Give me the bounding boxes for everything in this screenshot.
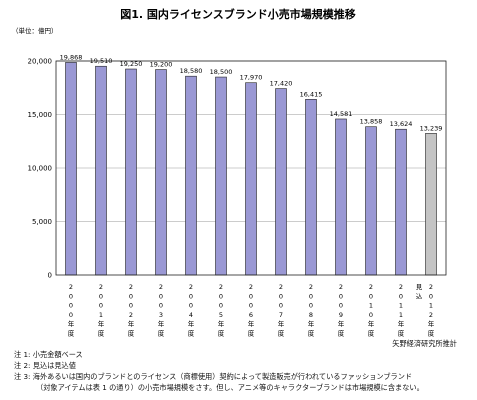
data-label: 19,200 bbox=[150, 61, 173, 69]
x-tick-label: 2 0 1 1 年度 bbox=[398, 283, 405, 338]
x-tick-label: 2 0 0 3 年度 bbox=[158, 283, 165, 338]
data-label: 19,868 bbox=[60, 53, 83, 61]
bar bbox=[155, 69, 167, 276]
x-tick-label: 2 0 0 6 年度 bbox=[248, 283, 255, 338]
bar bbox=[245, 82, 257, 276]
bar bbox=[65, 62, 77, 276]
bar bbox=[305, 99, 317, 276]
data-label: 17,970 bbox=[240, 74, 263, 82]
data-label: 17,420 bbox=[270, 80, 293, 88]
estimate-label: 見込 bbox=[416, 283, 423, 300]
chart-title: 図1. 国内ライセンスブランド小売市場規模推移 bbox=[120, 7, 355, 21]
x-tick-label: 2 0 0 8 年度 bbox=[308, 283, 315, 338]
data-label: 13,858 bbox=[360, 118, 383, 126]
note-3-continued: （対象アイテムは表 1 の通り）の小売市場規模をさす。但し、アニメ等のキャラクタ… bbox=[36, 383, 424, 392]
bar bbox=[395, 128, 407, 276]
note-1: 注 1: 小売金額ベース bbox=[14, 350, 83, 359]
x-tick-label: 2 0 1 0 年度 bbox=[368, 283, 375, 338]
x-tick-label: 2 0 0 2 年度 bbox=[128, 283, 135, 338]
x-tick-label: 2 0 0 0 年度 bbox=[68, 283, 75, 338]
y-tick-label: 15,000 bbox=[28, 111, 53, 119]
x-tick-label: 2 0 0 7 年度 bbox=[278, 283, 285, 338]
y-axis-ticks: 0 5,000 10,000 15,000 20,000 bbox=[28, 58, 53, 280]
bar bbox=[365, 126, 377, 276]
x-tick-label: 2 0 0 1 年度 bbox=[98, 283, 105, 338]
unit-label: （単位：億円） bbox=[12, 26, 58, 35]
note-2: 注 2: 見込は見込値 bbox=[14, 361, 76, 370]
note-3: 注 3: 海外あるいは国内のブランドとのライセンス（商標使用）契約によって製造販… bbox=[14, 372, 413, 381]
data-label: 13,239 bbox=[420, 124, 443, 132]
plot-frame bbox=[55, 60, 447, 276]
x-tick-label: 2 0 0 5 年度 bbox=[218, 283, 225, 338]
bar bbox=[185, 75, 197, 276]
bar bbox=[215, 76, 227, 276]
bar bbox=[125, 68, 137, 276]
data-label: 19,250 bbox=[120, 60, 143, 68]
bars bbox=[65, 62, 437, 276]
x-tick-label: 2 0 0 9 年度 bbox=[338, 283, 345, 338]
data-label: 14,581 bbox=[330, 110, 353, 118]
y-tick-label: 20,000 bbox=[28, 58, 53, 66]
x-axis-ticks: 2 0 0 0 年度 2 0 0 1 年度 2 0 0 2 年度 2 0 0 3 年度 2 0 0 4 年度 2 0 0 5 年度 2 0 0 6… bbox=[68, 283, 435, 338]
data-label: 16,415 bbox=[300, 90, 323, 98]
data-label: 13,624 bbox=[390, 120, 413, 128]
bar bbox=[425, 133, 437, 276]
data-label: 18,580 bbox=[180, 67, 203, 75]
bar bbox=[275, 88, 287, 276]
data-label: 18,500 bbox=[210, 68, 233, 76]
y-tick-label: 0 bbox=[48, 272, 52, 280]
y-tick-label: 10,000 bbox=[28, 165, 53, 173]
x-tick-label: 2 0 1 2 年度 bbox=[428, 283, 435, 338]
bar bbox=[335, 118, 347, 276]
y-tick-label: 5,000 bbox=[32, 218, 52, 226]
bar bbox=[95, 65, 107, 276]
source-credit: 矢野経済研究所推計 bbox=[392, 339, 457, 348]
x-tick-label: 2 0 0 4 年度 bbox=[188, 283, 195, 338]
